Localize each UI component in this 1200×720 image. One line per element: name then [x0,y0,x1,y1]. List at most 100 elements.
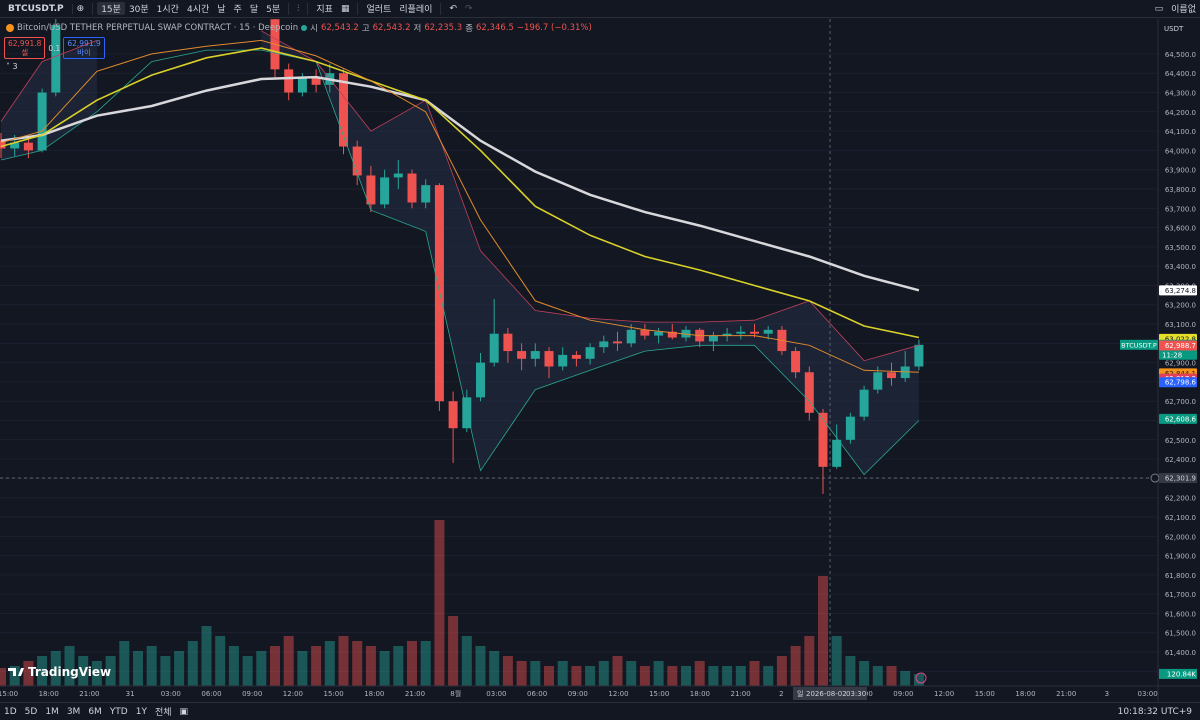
separator [288,2,290,15]
candle-body [914,344,924,367]
candle-body [0,140,6,149]
crosshair-time: 03:30 [846,690,866,698]
candle-body [380,177,390,205]
volume-bar [174,651,185,686]
label: 종 [465,24,474,34]
range[interactable]: 5D [24,706,38,717]
range[interactable]: 6M [88,706,102,717]
volume-bar [187,641,198,686]
x-tick-label: 15:00 [0,690,18,698]
interval[interactable]: 4시간 [186,5,210,15]
y-tick-label: 64,300.0 [1165,90,1196,98]
undo[interactable]: ↶ [449,3,457,14]
candle-body [37,92,47,151]
label: 시 [310,24,318,34]
candle-body [750,331,759,334]
interval[interactable]: 1시간 [156,5,179,15]
value: 62,543.2 [372,23,411,33]
crosshair-price-tag [1159,473,1197,484]
legend: Bitcoin/USD TETHER PERPETUAL SWAP CONTRA… [6,22,592,34]
interval[interactable]: 15분 [97,2,125,15]
volume-tag-label: 120.84K [1167,670,1196,678]
lightning-icon[interactable] [915,672,927,684]
layout-name[interactable]: 이름없 [1171,5,1196,15]
buy-button[interactable]: 62,991.9 바이 [63,37,105,59]
replay[interactable]: 리플레이 [399,5,433,15]
volume-bar [667,666,678,686]
redo[interactable]: ↷ [464,3,473,14]
candle-body [297,77,307,93]
chart-type-icon[interactable]: ⫶ [297,3,300,14]
range[interactable]: 1D [4,706,17,717]
y-tick-label: 64,400.0 [1165,70,1196,78]
moving-average [0,39,919,373]
indicators[interactable]: 지표 [316,5,333,15]
volume-bar [776,656,787,686]
sell-button[interactable]: 62,991.8 셀 [4,37,46,59]
x-tick-label: 31 [126,690,135,698]
range[interactable]: 1M [45,706,59,717]
range[interactable]: YTD [109,706,128,717]
line-layer [0,30,920,476]
y-tick-label: 62,200.0 [1165,495,1196,503]
interval[interactable]: 30분 [128,5,149,15]
interval[interactable]: 5분 [266,5,281,15]
interval[interactable]: 달 [249,5,259,15]
interval[interactable]: 날 [217,5,226,15]
x-tick-label: 15:00 [649,690,669,698]
y-tick-label: 64,000.0 [1165,147,1196,155]
y-tick-label: 61,700.0 [1165,591,1196,599]
range[interactable]: 3M [66,706,81,717]
x-tick-label: 12:00 [934,690,954,698]
candle-body [366,175,376,205]
candle-body [845,416,855,440]
crosshair-date: 2026-08-02 [806,690,847,698]
volume-bar [694,661,705,686]
value: 62,235.3 [424,23,463,33]
price-tag-label: 62,988.7 [1165,342,1196,350]
indicator-count: 3 [12,62,18,71]
range[interactable]: 1Y [135,706,147,717]
date-range-icon[interactable]: ▣ [179,706,189,717]
volume-bar [215,636,226,686]
add-icon[interactable]: ⊕ [76,3,85,14]
volume-bar [749,661,760,686]
x-tick-label: 18:00 [39,690,59,698]
moving-average [0,75,920,292]
volume-bar [516,661,527,686]
x-tick-label: 21:00 [1056,690,1076,698]
candle-body [763,329,773,334]
candle-body [339,73,348,147]
separator [357,2,359,15]
candle-body [640,329,650,336]
crosshair-day: 일 [797,689,803,698]
candle-body [571,354,581,359]
alerts[interactable]: 얼러트 [366,5,392,15]
indicator-toggle[interactable]: ˅ 3 [6,62,18,71]
templates-icon[interactable]: ▦ [340,3,350,14]
y-tick-label: 62,700.0 [1165,398,1196,406]
candle-body [626,329,636,344]
symbol[interactable]: BTCUSDT.P [0,3,73,14]
add-alert-icon [1150,473,1160,483]
buy-label: 바이 [77,48,91,57]
y-tick-label: 62,100.0 [1165,514,1196,522]
candle-body [434,185,444,402]
separator [307,2,309,15]
x-tick-label: 06:00 [201,690,221,698]
spread: 0.1 [48,43,61,53]
x-tick-label: 21:00 [405,690,425,698]
volume-bar [297,651,308,686]
y-tick-label: 62,500.0 [1165,437,1196,445]
candle-body [503,333,513,352]
volume-bar [544,666,554,686]
volume-bar [913,673,924,686]
volume-bar [557,661,568,686]
range[interactable]: 전체 [154,708,172,718]
y-tick-label: 64,100.0 [1165,128,1196,136]
value: 62,543.2 [320,23,359,33]
layout-icon[interactable]: ▭ [1154,3,1164,14]
price-tag [1159,377,1197,388]
candle-body [832,439,842,467]
interval[interactable]: 주 [233,5,242,15]
